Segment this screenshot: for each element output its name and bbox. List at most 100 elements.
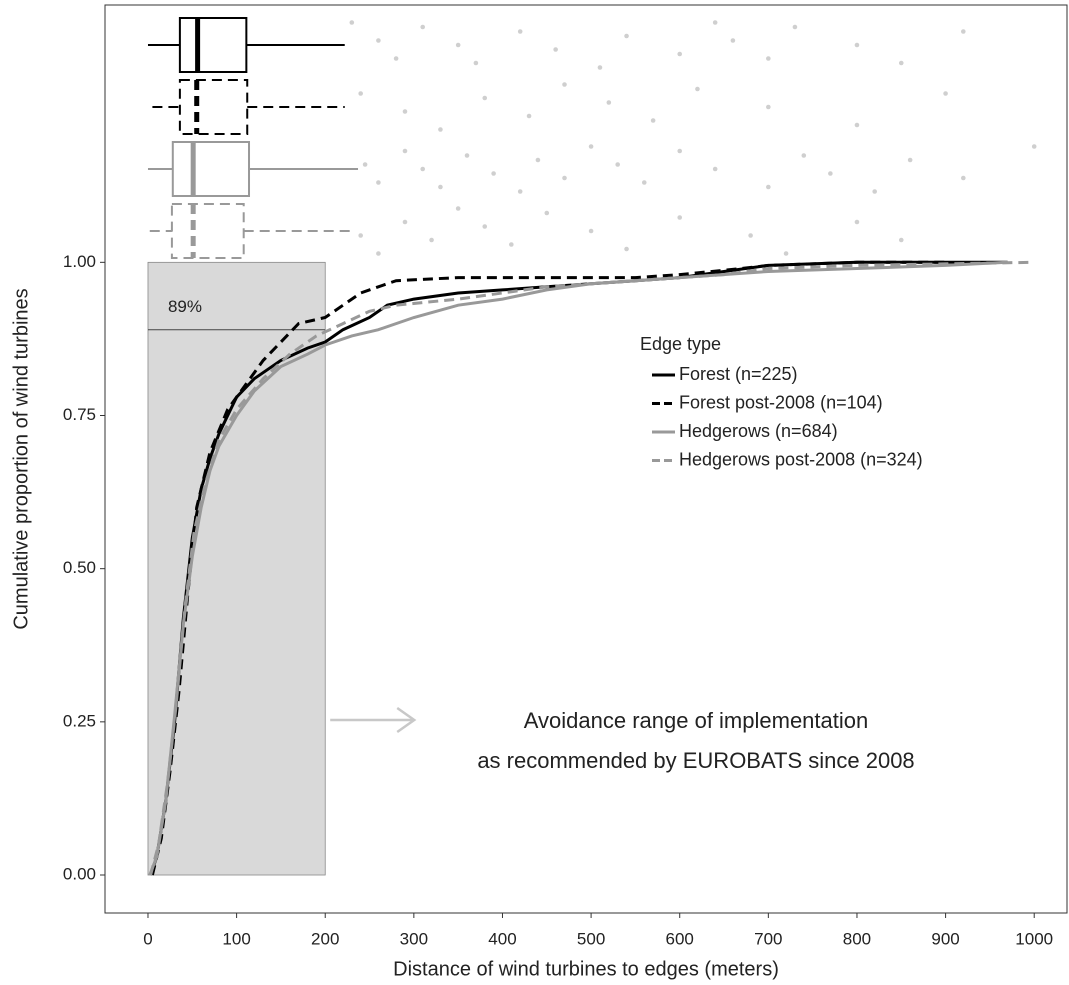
- y-tick-label: 1.00: [63, 252, 96, 271]
- outlier-point: [358, 91, 363, 96]
- outlier-point: [482, 224, 488, 229]
- outlier-point: [349, 20, 355, 25]
- outlier-point: [1031, 144, 1037, 149]
- outlier-point: [641, 180, 647, 185]
- outlier-point: [362, 162, 368, 167]
- outlier-point: [376, 38, 381, 43]
- outlier-point: [376, 180, 381, 185]
- legend-label: Forest post-2008 (n=104): [679, 392, 883, 412]
- boxplot: [149, 203, 351, 259]
- y-tick-label: 0.50: [63, 558, 96, 577]
- outlier-point: [562, 175, 567, 181]
- outlier-point: [898, 60, 904, 66]
- x-tick-label: 700: [754, 929, 782, 948]
- outlier-point: [429, 237, 434, 243]
- outlier-point: [792, 24, 798, 30]
- x-tick-label: 100: [222, 929, 250, 948]
- legend-title: Edge type: [640, 334, 721, 354]
- box: [178, 17, 248, 73]
- outlier-point: [597, 65, 603, 70]
- outlier-point: [615, 162, 620, 167]
- outlier-point: [588, 144, 594, 149]
- y-tick-label: 0.00: [63, 864, 96, 883]
- outlier-point: [907, 157, 913, 163]
- outlier-point: [606, 100, 612, 105]
- outlier-point: [420, 166, 426, 172]
- outlier-point: [491, 171, 496, 176]
- outlier-point: [801, 153, 807, 158]
- legend-label: Hedgerows (n=684): [679, 421, 838, 441]
- outlier-point: [854, 42, 860, 48]
- ecdf-line: [149, 260, 1035, 876]
- x-axis-title: Distance of wind turbines to edges (mete…: [393, 958, 779, 980]
- annotation: as recommended by EUROBATS since 2008: [477, 748, 914, 773]
- x-tick-label: 400: [488, 929, 516, 948]
- outlier-point: [455, 206, 461, 211]
- outlier-point: [854, 122, 860, 128]
- outlier-point: [677, 51, 683, 57]
- outlier-point: [730, 38, 736, 43]
- x-tick-label: 1000: [1015, 929, 1053, 948]
- outlier-point: [961, 29, 966, 34]
- outlier-point: [473, 60, 479, 66]
- outlier-point: [898, 237, 904, 243]
- outlier-point: [553, 47, 558, 52]
- outlier-point: [695, 86, 700, 92]
- x-tick-label: 500: [577, 929, 605, 948]
- box: [178, 79, 249, 135]
- outlier-point: [544, 210, 550, 216]
- outlier-point: [402, 148, 408, 154]
- x-tick-label: 200: [311, 929, 339, 948]
- outlier-point: [624, 246, 629, 252]
- outlier-point: [828, 171, 833, 176]
- y-tick-label: 0.25: [63, 711, 96, 730]
- outlier-point: [677, 215, 683, 220]
- x-tick-label: 300: [400, 929, 428, 948]
- outlier-point: [526, 113, 532, 119]
- box: [170, 203, 245, 259]
- outlier-point: [783, 251, 789, 256]
- plot-frame: [104, 4, 1068, 914]
- boxplot: [147, 17, 345, 73]
- x-tick-label: 0: [143, 929, 152, 948]
- outlier-point: [650, 118, 656, 123]
- boxplot: [152, 79, 345, 135]
- ecdf-line: [150, 260, 946, 876]
- outlier-point: [376, 251, 381, 256]
- reference-label: 89%: [168, 297, 202, 316]
- outlier-point: [766, 104, 771, 110]
- outlier-point: [677, 148, 683, 154]
- outlier-point: [748, 233, 753, 238]
- outlier-point: [535, 157, 541, 163]
- outlier-point: [393, 56, 399, 61]
- outlier-point: [455, 42, 461, 48]
- box: [171, 141, 251, 197]
- outlier-point: [624, 33, 629, 39]
- outlier-point: [402, 109, 408, 114]
- annotation: Avoidance range of implementation: [524, 708, 868, 733]
- x-tick-label: 900: [931, 929, 959, 948]
- outlier-point: [464, 153, 470, 158]
- outlier-point: [562, 82, 567, 87]
- legend-label: Hedgerows post-2008 (n=324): [679, 449, 923, 469]
- outlier-point: [766, 184, 771, 190]
- x-tick-label: 800: [843, 929, 871, 948]
- outlier-point: [854, 219, 860, 225]
- outlier-point: [420, 24, 426, 30]
- outlier-point: [402, 219, 408, 225]
- outlier-point: [509, 242, 514, 247]
- outlier-point: [766, 56, 771, 61]
- x-tick-label: 600: [666, 929, 694, 948]
- shaded-region: [147, 261, 326, 876]
- outlier-point: [712, 20, 718, 25]
- outlier-point: [872, 189, 877, 194]
- y-tick-label: 0.75: [63, 405, 96, 424]
- outlier-point: [517, 29, 523, 34]
- arrow-head: [396, 706, 417, 734]
- outlier-point: [482, 95, 488, 101]
- outlier-point: [517, 189, 523, 194]
- outlier-point: [588, 228, 594, 234]
- outlier-point: [438, 184, 443, 190]
- boxplot: [147, 141, 359, 197]
